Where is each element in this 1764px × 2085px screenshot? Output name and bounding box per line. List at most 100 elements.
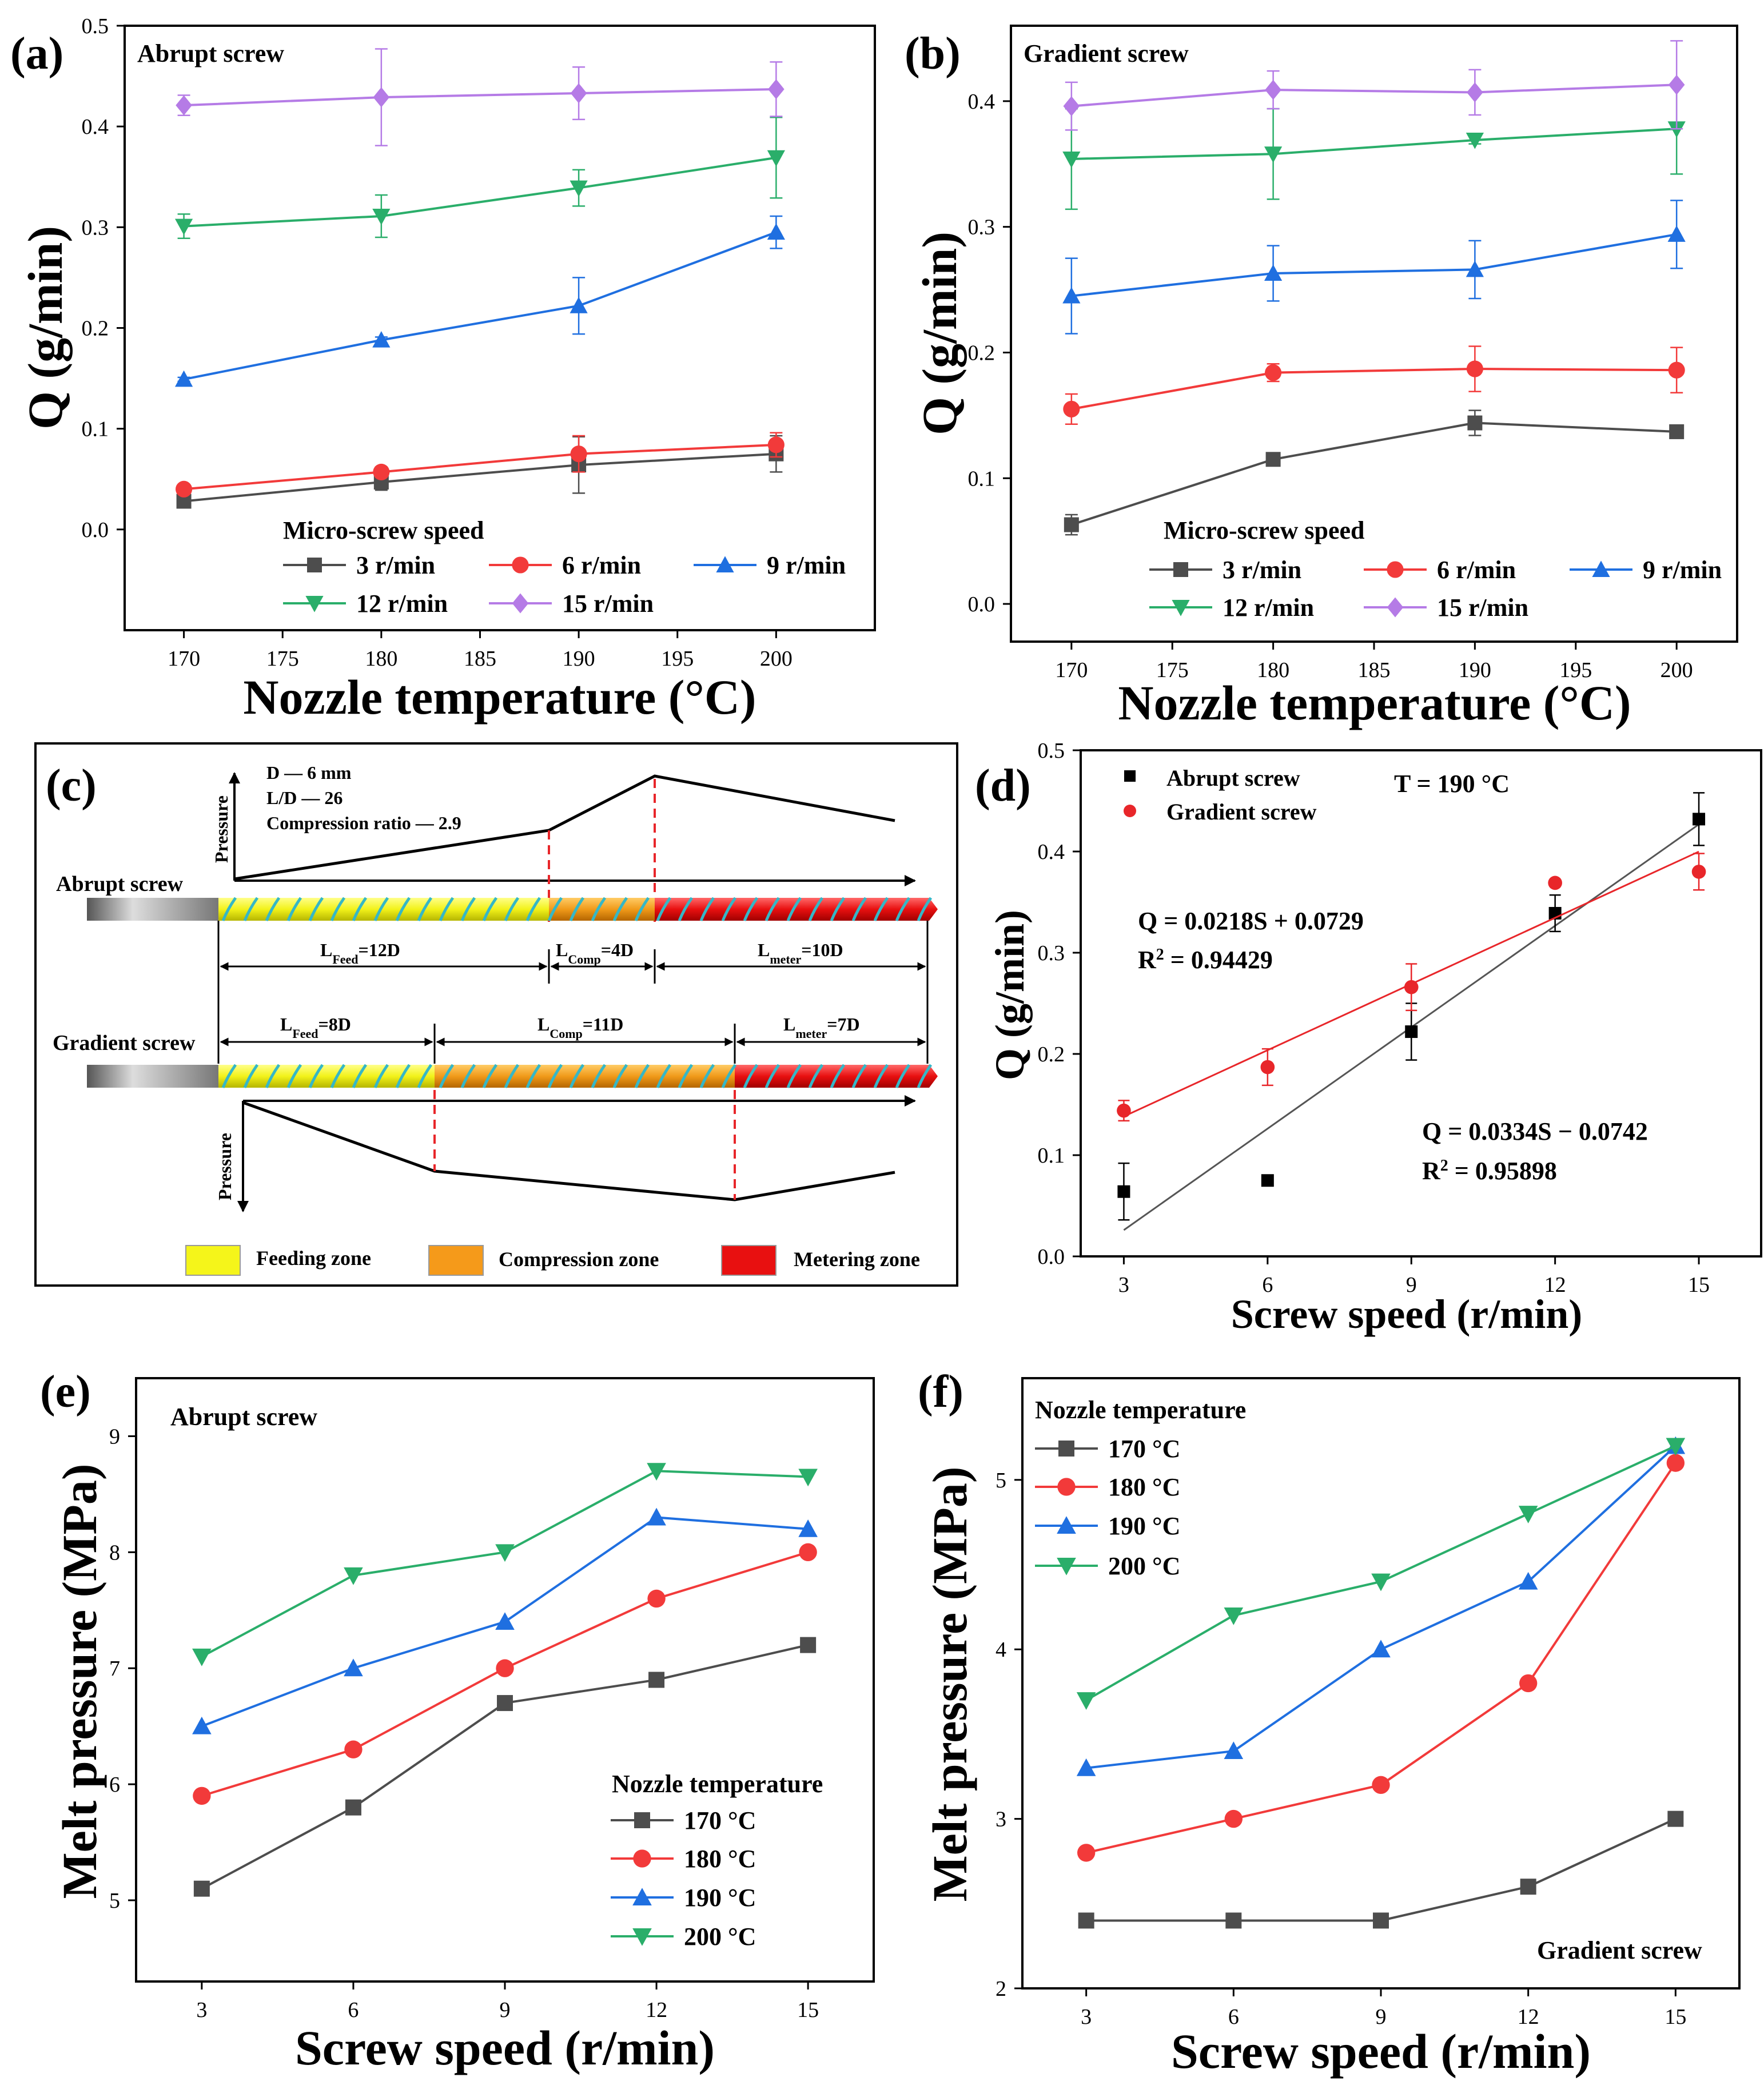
flight [743, 1064, 759, 1088]
series-group-d [1117, 792, 1706, 1231]
flight [525, 1064, 541, 1088]
series-line-3-r-min [184, 452, 777, 503]
x-tick-label: 3 [1081, 2005, 1092, 2029]
gradient-fit-equation: Q = 0.0218S + 0.0729 [1138, 907, 1364, 935]
data-point [570, 445, 587, 463]
x-tick-label: 9 [500, 1998, 511, 2022]
spec-ld-ratio: L/D — 26 [266, 787, 343, 808]
gradient-zone-label-comp: LComp=11D [537, 1014, 623, 1041]
abrupt-pressure-label: Pressure [211, 795, 232, 863]
legend-e: 170 °C 180 °C 190 °C 200 °C [611, 1807, 756, 1951]
data-point [192, 1648, 212, 1666]
x-tick-label: 6 [1262, 1273, 1273, 1297]
y-tick-label: 0.3 [968, 216, 996, 240]
flight [417, 897, 433, 921]
legend-label: 15 r/min [562, 590, 654, 618]
legend-label: 190 °C [684, 1884, 756, 1912]
axis-ticks-e: 3 6 9 12 15 5 6 7 8 9 [109, 1425, 819, 2022]
flight [699, 897, 715, 921]
legend-marker [716, 556, 734, 572]
flight [221, 1064, 237, 1088]
data-point [1076, 1758, 1096, 1776]
data-point [1466, 360, 1483, 377]
legend-label: 3 r/min [356, 551, 435, 579]
data-point [570, 297, 588, 313]
data-point [373, 87, 390, 108]
series-line-170-c [1086, 1817, 1677, 1922]
legend-marker [1057, 1558, 1076, 1575]
legend-label: 9 r/min [767, 551, 846, 579]
x-tick-label: 190 [563, 647, 595, 671]
flight [721, 1064, 737, 1088]
legend-marker [1057, 1516, 1076, 1534]
gradient-shaft [87, 1065, 218, 1088]
flight [265, 1064, 281, 1088]
flight [460, 1064, 476, 1088]
flight [330, 1064, 346, 1088]
flight [373, 1064, 389, 1088]
y-axis-title-d: Q (g/min) [987, 910, 1033, 1080]
y-tick-label: 6 [109, 1773, 120, 1797]
data-point [1265, 79, 1281, 100]
data-point [800, 1637, 817, 1653]
legend-marker [307, 558, 322, 572]
data-point [1117, 1185, 1130, 1198]
series-line-9-r-min [184, 231, 777, 381]
flight [482, 897, 498, 921]
series-line-3-r-min [1071, 421, 1677, 526]
flight [525, 897, 541, 921]
legend-label-compression: Compression zone [499, 1248, 659, 1271]
legend-label-abrupt: Abrupt screw [1166, 765, 1300, 791]
flight [504, 1064, 520, 1088]
legend-marker [1592, 560, 1610, 577]
legend-title-b: Micro-screw speed [1164, 516, 1364, 544]
data-point [768, 79, 785, 100]
legend-label: 12 r/min [356, 590, 448, 618]
flight [612, 897, 628, 921]
data-point [1518, 1571, 1538, 1590]
flight [482, 1064, 498, 1088]
flight [721, 897, 737, 921]
data-point [1077, 1844, 1096, 1862]
y-axis-title-a: Q (g/min) [18, 226, 73, 429]
flight [917, 1064, 933, 1088]
legend-marker [1057, 1478, 1076, 1496]
flight [243, 1064, 259, 1088]
plot-frame-e [135, 1377, 875, 1983]
x-tick-label: 185 [1358, 658, 1391, 682]
x-tick-label: 175 [266, 647, 299, 671]
legend-label: 15 r/min [1437, 594, 1528, 622]
flight [612, 1064, 628, 1088]
gradient-zone-label-meter: Lmeter=7D [783, 1014, 860, 1041]
data-point [1405, 1025, 1418, 1038]
data-point [798, 1469, 818, 1487]
data-point [1548, 876, 1562, 890]
series-group-f [1076, 1436, 1686, 1929]
abrupt-screw-flights [221, 897, 933, 921]
legend-swatch-metering [721, 1245, 777, 1276]
flight [330, 897, 346, 921]
flight [743, 897, 759, 921]
data-point [1261, 1174, 1274, 1187]
x-tick-label: 6 [1228, 2005, 1239, 2029]
data-point [1667, 1811, 1684, 1827]
legend-title-a: Micro-screw speed [283, 516, 484, 544]
data-point [372, 331, 391, 348]
legend-label-feeding: Feeding zone [256, 1247, 371, 1270]
y-axis-title-e: Melt pressure (MPa) [52, 1463, 107, 1899]
y-axis-title-b: Q (g/min) [912, 232, 967, 435]
legend-marker [634, 1812, 650, 1828]
legend-a: 3 r/min 6 r/min 9 r/min 12 r/min 15 r/min [283, 551, 846, 618]
axis-ticks-b: 170 175 180 185 190 195 200 0.0 0.1 0.2 0.3 0.4 [968, 90, 1693, 682]
chart-title-b: Gradient screw [1024, 39, 1189, 67]
x-tick-label: 3 [196, 1998, 207, 2022]
x-tick-label: 200 [1661, 658, 1693, 682]
legend-swatch-compression [428, 1245, 484, 1276]
y-tick-label: 5 [996, 1469, 1006, 1493]
data-point [1668, 74, 1685, 95]
y-tick-label: 2 [996, 1977, 1006, 2001]
flight [678, 897, 694, 921]
gradient-screw-label: Gradient screw [53, 1031, 196, 1055]
x-tick-label: 185 [464, 647, 496, 671]
panel-label-b: (b) [905, 29, 961, 79]
